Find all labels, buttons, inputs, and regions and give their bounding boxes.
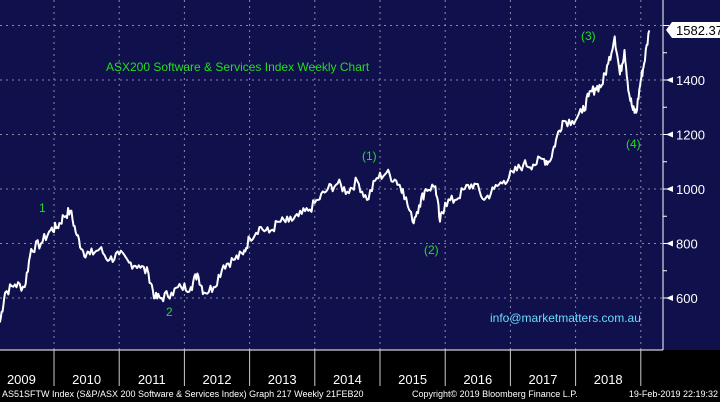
annotation-2: 2: [166, 305, 173, 319]
last-price-label: 1582.37: [666, 22, 720, 38]
y-tick-label: 600: [676, 291, 698, 306]
y-tick-marker: [666, 240, 673, 247]
x-tick-label: 2011: [138, 372, 166, 387]
annotation-wave-2: (2): [424, 243, 439, 257]
footer-security: AS51SFTW Index (S&P/ASX 200 Software & S…: [2, 389, 364, 399]
x-axis-area: [0, 350, 720, 388]
y-tick-label: 1400: [676, 73, 705, 88]
footer-copyright: Copyright© 2019 Bloomberg Finance L.P.: [412, 389, 578, 399]
y-tick-label: 1000: [676, 182, 705, 197]
x-tick-label: 2016: [463, 372, 492, 387]
y-axis-area: [663, 0, 720, 350]
y-tick-label: 1200: [676, 128, 705, 143]
annotation-wave-3: (3): [581, 29, 596, 43]
last-price-text: 1582.37: [676, 23, 720, 38]
y-tick-marker: [666, 295, 673, 301]
annotation-wave-4: (4): [626, 137, 641, 151]
chart: 600 800 1000 1200 1400 2009 2010 2011 2012 2013 2…: [0, 0, 720, 388]
plot-area: [0, 0, 663, 350]
y-tick-label: 800: [676, 237, 698, 252]
y-tick-marker: [666, 77, 673, 83]
footer-timestamp: 19-Feb-2019 22:19:32: [628, 389, 718, 399]
x-tick-label: 2010: [72, 372, 101, 387]
footer: AS51SFTW Index (S&P/ASX 200 Software & S…: [0, 388, 720, 402]
annotation-1: 1: [39, 201, 46, 215]
x-tick-label: 2017: [529, 372, 558, 387]
x-tick-label: 2013: [268, 372, 297, 387]
watermark: info@marketmatters.com.au: [490, 311, 641, 325]
x-tick-label: 2014: [333, 372, 362, 387]
x-tick-label: 2012: [203, 372, 232, 387]
x-tick-label: 2009: [7, 372, 36, 387]
x-tick-label: 2015: [398, 372, 427, 387]
y-tick-marker: [666, 186, 673, 192]
series-line: [0, 30, 651, 323]
annotation-wave-1: (1): [362, 149, 377, 163]
x-tick-label: 2018: [594, 372, 623, 387]
y-tick-marker: [666, 131, 673, 138]
chart-title: ASX200 Software & Services Index Weekly …: [106, 60, 370, 74]
